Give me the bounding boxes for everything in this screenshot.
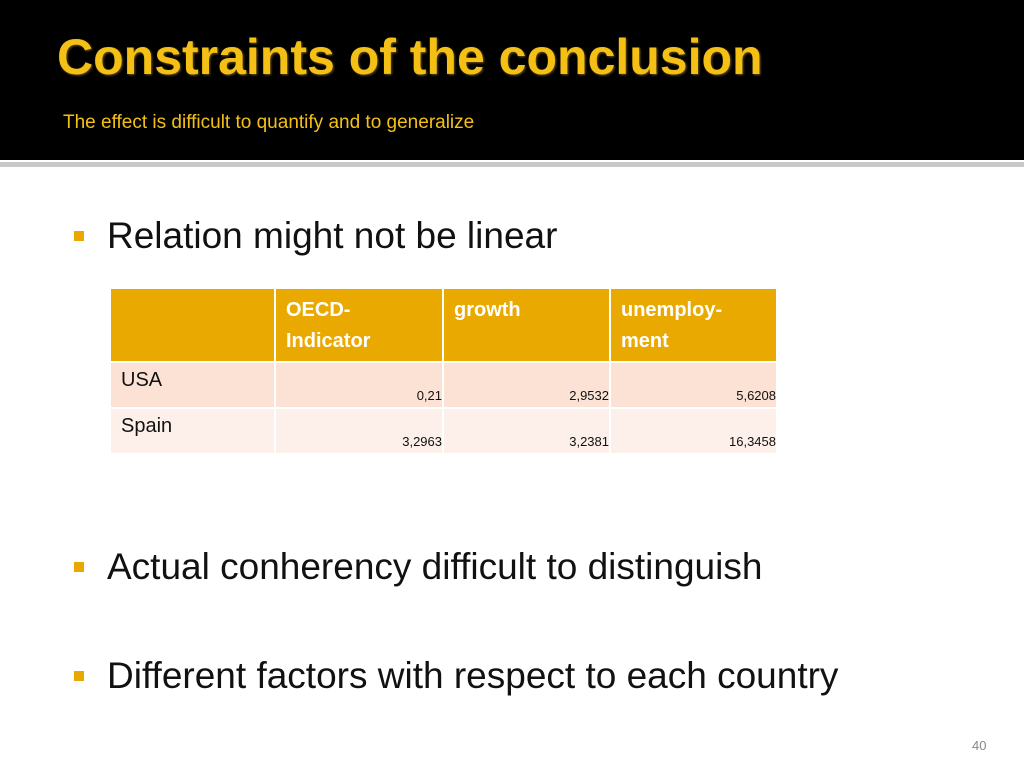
- bullet-marker: [74, 671, 84, 681]
- cell-value: 3,2381: [442, 407, 611, 455]
- header-cell: OECD- Indicator: [274, 287, 444, 363]
- slide-subtitle: The effect is difficult to quantify and …: [63, 112, 475, 133]
- data-table: OECD- Indicator growth unemploy- ment USA 0,…: [109, 287, 778, 455]
- header-bar: Constraints of the conclusion The effect…: [0, 0, 1024, 160]
- divider: [0, 162, 1024, 167]
- row-label: USA: [109, 361, 276, 409]
- cell-value: 16,3458: [609, 407, 778, 455]
- bullet-text: Relation might not be linear: [107, 215, 558, 256]
- bullet-marker: [74, 562, 84, 572]
- cell-value: 0,21: [274, 361, 444, 409]
- bullet-marker: [74, 231, 84, 241]
- table-row: USA 0,21 2,9532 5,6208: [109, 361, 778, 409]
- cell-value: 3,2963: [274, 407, 444, 455]
- cell-value: 2,9532: [442, 361, 611, 409]
- cell-value: 5,6208: [609, 361, 778, 409]
- slide-title: Constraints of the conclusion: [57, 29, 763, 85]
- page-number: 40: [972, 738, 987, 753]
- header-cell: unemploy- ment: [609, 287, 778, 363]
- header-cell: [109, 287, 276, 363]
- bullet-text: Different factors with respect to each c…: [107, 655, 839, 696]
- bullet-text: Actual conherency difficult to distingui…: [107, 546, 763, 587]
- table-header-row: OECD- Indicator growth unemploy- ment: [109, 287, 778, 363]
- row-label: Spain: [109, 407, 276, 455]
- header-cell: growth: [442, 287, 611, 363]
- table-row: Spain 3,2963 3,2381 16,3458: [109, 407, 778, 455]
